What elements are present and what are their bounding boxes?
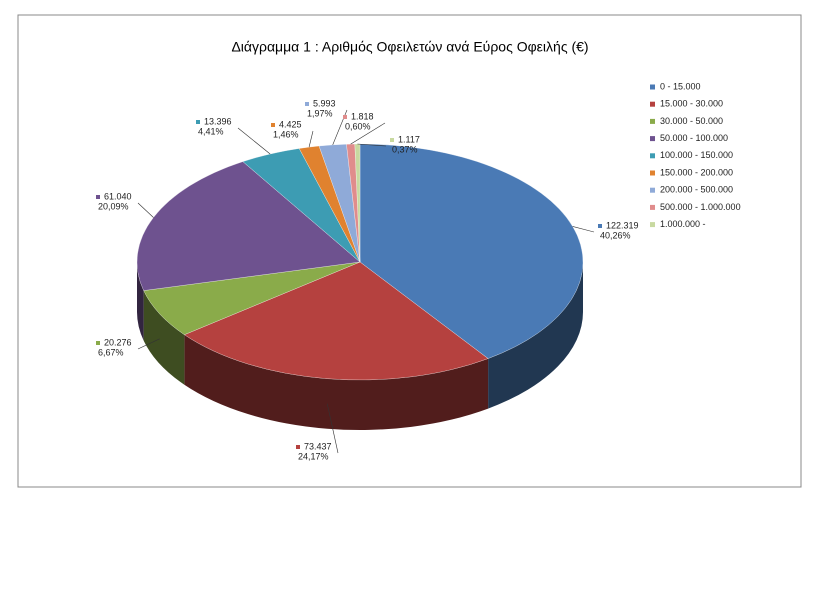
slice <box>359 143 584 359</box>
data-label-percent: 1,97% <box>307 108 333 118</box>
label-key <box>343 115 347 119</box>
legend-key <box>650 84 655 90</box>
leader-line <box>137 338 160 350</box>
legend-key <box>650 170 655 176</box>
data-label-percent: 20,09% <box>98 201 129 211</box>
data-label: 1.818 <box>351 111 374 121</box>
data-label: 61.040 <box>104 191 132 201</box>
data-label-percent: 0,37% <box>392 144 418 154</box>
legend-label: 100.000 - 150.000 <box>660 150 733 160</box>
leader-line <box>137 202 154 218</box>
data-label-percent: 24,17% <box>298 451 329 461</box>
slice-side <box>137 262 144 341</box>
legend-label: 200.000 - 500.000 <box>660 185 733 195</box>
legend-label: 50.000 - 100.000 <box>660 133 728 143</box>
data-label: 1.117 <box>398 134 420 144</box>
legend-key <box>650 187 655 193</box>
legend-key <box>650 136 655 142</box>
data-label: 4.425 <box>279 119 302 129</box>
label-key <box>96 341 100 345</box>
slice-side <box>488 262 583 409</box>
label-key <box>271 123 275 127</box>
label-key <box>196 120 200 124</box>
label-key <box>598 224 602 228</box>
data-label-percent: 4,41% <box>198 126 224 136</box>
leader-line <box>237 127 271 155</box>
data-label-percent: 1,46% <box>273 129 299 139</box>
leader-line <box>357 143 387 147</box>
legend-label: 1.000.000 - <box>660 219 706 229</box>
data-label: 122.319 <box>606 220 639 230</box>
legend-key <box>650 101 655 107</box>
leader-line <box>572 226 595 233</box>
slice-side <box>143 290 185 385</box>
data-label: 13.396 <box>204 116 232 126</box>
legend-label: 500.000 - 1.000.000 <box>660 202 741 212</box>
label-key <box>390 138 394 142</box>
data-label-percent: 40,26% <box>600 230 631 240</box>
label-key <box>305 102 309 106</box>
data-label: 20.276 <box>104 337 132 347</box>
legend-key <box>650 204 655 210</box>
leader-line <box>308 130 314 148</box>
legend-key <box>650 153 655 159</box>
legend-label: 30.000 - 50.000 <box>660 116 723 126</box>
data-label: 5.993 <box>313 98 336 108</box>
leader-line <box>350 122 386 145</box>
data-label-percent: 6,67% <box>98 347 124 357</box>
data-label: 73.437 <box>304 441 332 451</box>
legend-label: 0 - 15.000 <box>660 81 701 91</box>
legend-key <box>650 118 655 124</box>
legend-key <box>650 222 655 228</box>
slice <box>136 161 361 291</box>
leader-line <box>326 403 339 454</box>
slice-side <box>184 334 489 430</box>
chart-title: Διάγραμμα 1 : Αριθμός Οφειλετών ανά Εύρο… <box>231 39 588 55</box>
slice <box>184 261 489 381</box>
label-key <box>296 445 300 449</box>
data-label-percent: 0,60% <box>345 121 371 131</box>
label-key <box>96 195 100 199</box>
legend-label: 150.000 - 200.000 <box>660 167 733 177</box>
legend-label: 15.000 - 30.000 <box>660 99 723 109</box>
